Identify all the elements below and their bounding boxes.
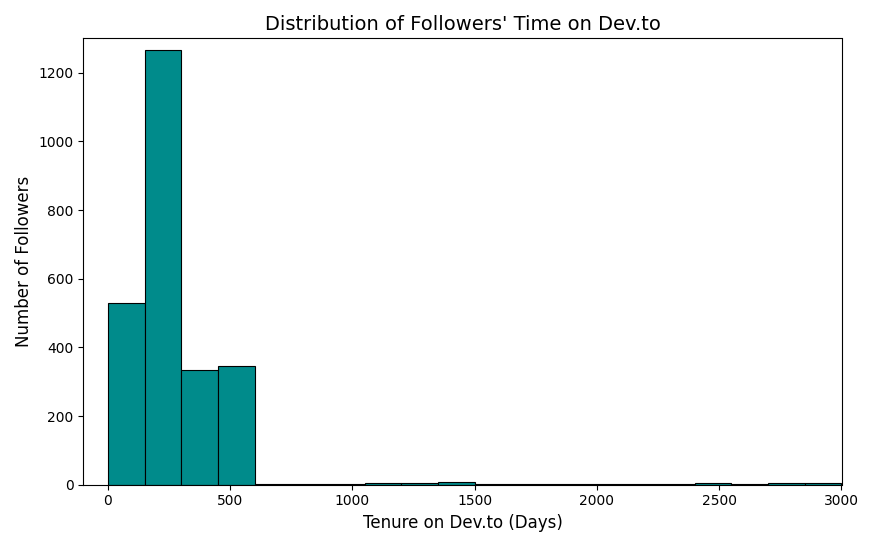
Bar xyxy=(621,484,658,485)
Bar xyxy=(218,366,254,485)
Bar xyxy=(511,484,548,485)
Bar xyxy=(438,482,475,485)
Bar xyxy=(585,484,621,485)
Bar xyxy=(768,484,805,485)
Bar xyxy=(291,484,328,485)
Bar xyxy=(732,484,768,485)
Bar xyxy=(475,484,511,485)
Bar xyxy=(181,370,218,485)
Bar xyxy=(695,483,732,485)
Title: Distribution of Followers' Time on Dev.to: Distribution of Followers' Time on Dev.t… xyxy=(265,15,661,34)
Bar xyxy=(805,483,842,485)
Bar xyxy=(254,484,291,485)
Bar xyxy=(328,484,364,485)
Bar xyxy=(364,483,401,485)
X-axis label: Tenure on Dev.to (Days): Tenure on Dev.to (Days) xyxy=(363,514,562,532)
Y-axis label: Number of Followers: Number of Followers xyxy=(15,176,33,347)
Bar xyxy=(658,484,695,485)
Bar xyxy=(144,50,181,485)
Bar xyxy=(548,484,585,485)
Bar xyxy=(401,483,438,485)
Bar xyxy=(108,302,144,485)
